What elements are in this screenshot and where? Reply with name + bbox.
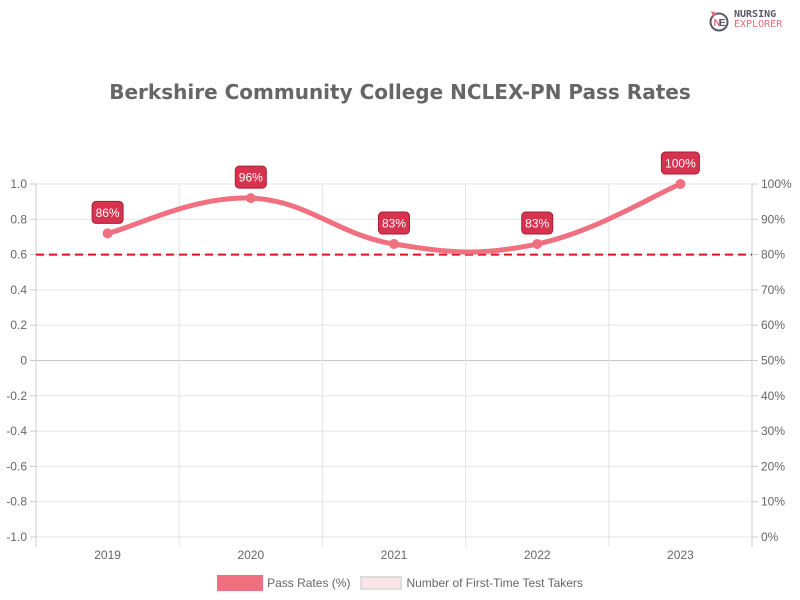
left-axis: 1.0 0.8 0.6 0.4 0.2 0 -0.2 -0.4 -0.6 -0.8 -1.0 bbox=[6, 177, 27, 544]
left-tick-label: 0.8 bbox=[10, 212, 27, 226]
nursing-explorer-logo-icon: N E bbox=[709, 11, 729, 32]
x-axis: 2019 2020 2021 2022 2023 bbox=[94, 548, 694, 562]
x-tick-label: 2021 bbox=[381, 548, 408, 562]
right-tick-label: 50% bbox=[761, 354, 785, 368]
x-tick-label: 2022 bbox=[524, 548, 551, 562]
legend-item-pass-rates[interactable]: Pass Rates (%) bbox=[217, 575, 350, 591]
left-tick-label: -0.2 bbox=[6, 389, 27, 403]
data-label: 86% bbox=[91, 200, 124, 224]
chart-legend: Pass Rates (%) Number of First-Time Test… bbox=[0, 575, 800, 591]
data-point[interactable] bbox=[389, 239, 399, 250]
data-label: 96% bbox=[234, 165, 267, 189]
svg-text:86%: 86% bbox=[96, 206, 120, 220]
data-label: 83% bbox=[521, 211, 554, 235]
right-tick-label: 10% bbox=[761, 495, 785, 509]
x-tick-label: 2023 bbox=[667, 548, 694, 562]
legend-label-test-takers: Number of First-Time Test Takers bbox=[406, 576, 583, 590]
data-point[interactable] bbox=[675, 179, 686, 189]
data-labels: 86% 96% 83% 83% 100% bbox=[91, 151, 700, 235]
svg-text:N: N bbox=[714, 18, 721, 29]
left-tick-label: 0.2 bbox=[10, 318, 27, 332]
left-tick-label: 0 bbox=[20, 354, 27, 368]
right-tick-label: 0% bbox=[761, 530, 779, 544]
svg-text:100%: 100% bbox=[665, 157, 696, 171]
right-tick-label: 60% bbox=[761, 318, 785, 332]
svg-text:83%: 83% bbox=[382, 217, 406, 231]
brand-logo[interactable]: N E NURSING EXPLORER bbox=[709, 8, 793, 34]
brand-name-line2: EXPLORER bbox=[734, 19, 783, 30]
brand-name-line1: NURSING bbox=[734, 9, 777, 20]
data-points bbox=[102, 179, 686, 250]
svg-text:E: E bbox=[719, 18, 726, 29]
right-tick-label: 80% bbox=[761, 248, 785, 262]
x-tick-label: 2020 bbox=[237, 548, 264, 562]
right-tick-label: 70% bbox=[761, 283, 785, 297]
chart-title: Berkshire Community College NCLEX-PN Pas… bbox=[109, 80, 691, 104]
left-tick-label: -0.8 bbox=[6, 495, 27, 509]
left-tick-label: -0.6 bbox=[6, 459, 27, 473]
left-tick-label: 1.0 bbox=[10, 177, 27, 191]
left-tick-label: 0.6 bbox=[10, 248, 27, 262]
right-axis: 100% 90% 80% 70% 60% 50% 40% 30% 20% 10% 0% bbox=[761, 177, 792, 544]
data-point[interactable] bbox=[245, 193, 256, 204]
legend-item-test-takers[interactable]: Number of First-Time Test Takers bbox=[360, 576, 583, 590]
left-tick-label: -0.4 bbox=[6, 424, 27, 438]
chart-grid bbox=[30, 183, 758, 547]
right-tick-label: 90% bbox=[761, 212, 785, 226]
right-tick-label: 30% bbox=[761, 424, 785, 438]
svg-text:96%: 96% bbox=[239, 171, 263, 185]
data-label: 83% bbox=[378, 211, 410, 235]
legend-swatch-test-takers bbox=[360, 576, 403, 590]
right-tick-label: 40% bbox=[761, 389, 785, 403]
data-label: 100% bbox=[660, 151, 700, 175]
data-point[interactable] bbox=[102, 228, 113, 239]
x-tick-label: 2019 bbox=[94, 548, 121, 562]
svg-text:83%: 83% bbox=[525, 217, 549, 231]
data-point[interactable] bbox=[532, 239, 543, 250]
legend-label-pass-rates: Pass Rates (%) bbox=[267, 576, 351, 590]
legend-swatch-pass-rates bbox=[217, 575, 264, 591]
left-tick-label: 0.4 bbox=[10, 283, 27, 297]
left-tick-label: -1.0 bbox=[6, 530, 27, 544]
right-tick-label: 100% bbox=[761, 177, 792, 191]
right-tick-label: 20% bbox=[761, 459, 785, 473]
